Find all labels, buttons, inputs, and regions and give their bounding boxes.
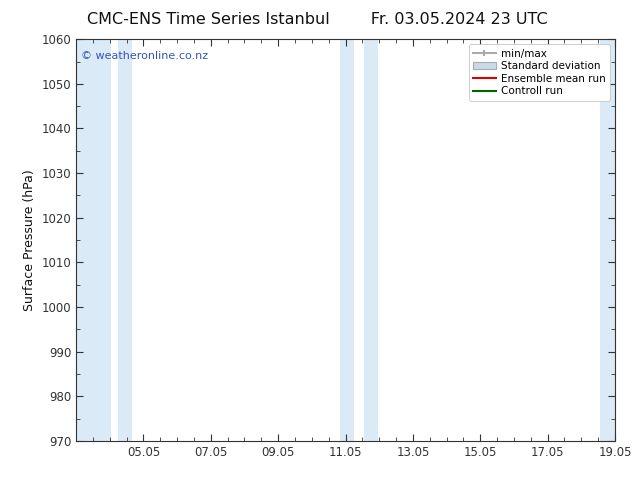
Text: CMC-ENS Time Series Istanbul        Fr. 03.05.2024 23 UTC: CMC-ENS Time Series Istanbul Fr. 03.05.2… bbox=[87, 12, 547, 27]
Text: © weatheronline.co.nz: © weatheronline.co.nz bbox=[81, 51, 209, 61]
Bar bbox=[118, 39, 132, 441]
Bar bbox=[76, 39, 112, 441]
Bar bbox=[364, 39, 377, 441]
Y-axis label: Surface Pressure (hPa): Surface Pressure (hPa) bbox=[23, 169, 36, 311]
Legend: min/max, Standard deviation, Ensemble mean run, Controll run: min/max, Standard deviation, Ensemble me… bbox=[469, 45, 610, 100]
Bar bbox=[600, 39, 615, 441]
Bar bbox=[340, 39, 354, 441]
